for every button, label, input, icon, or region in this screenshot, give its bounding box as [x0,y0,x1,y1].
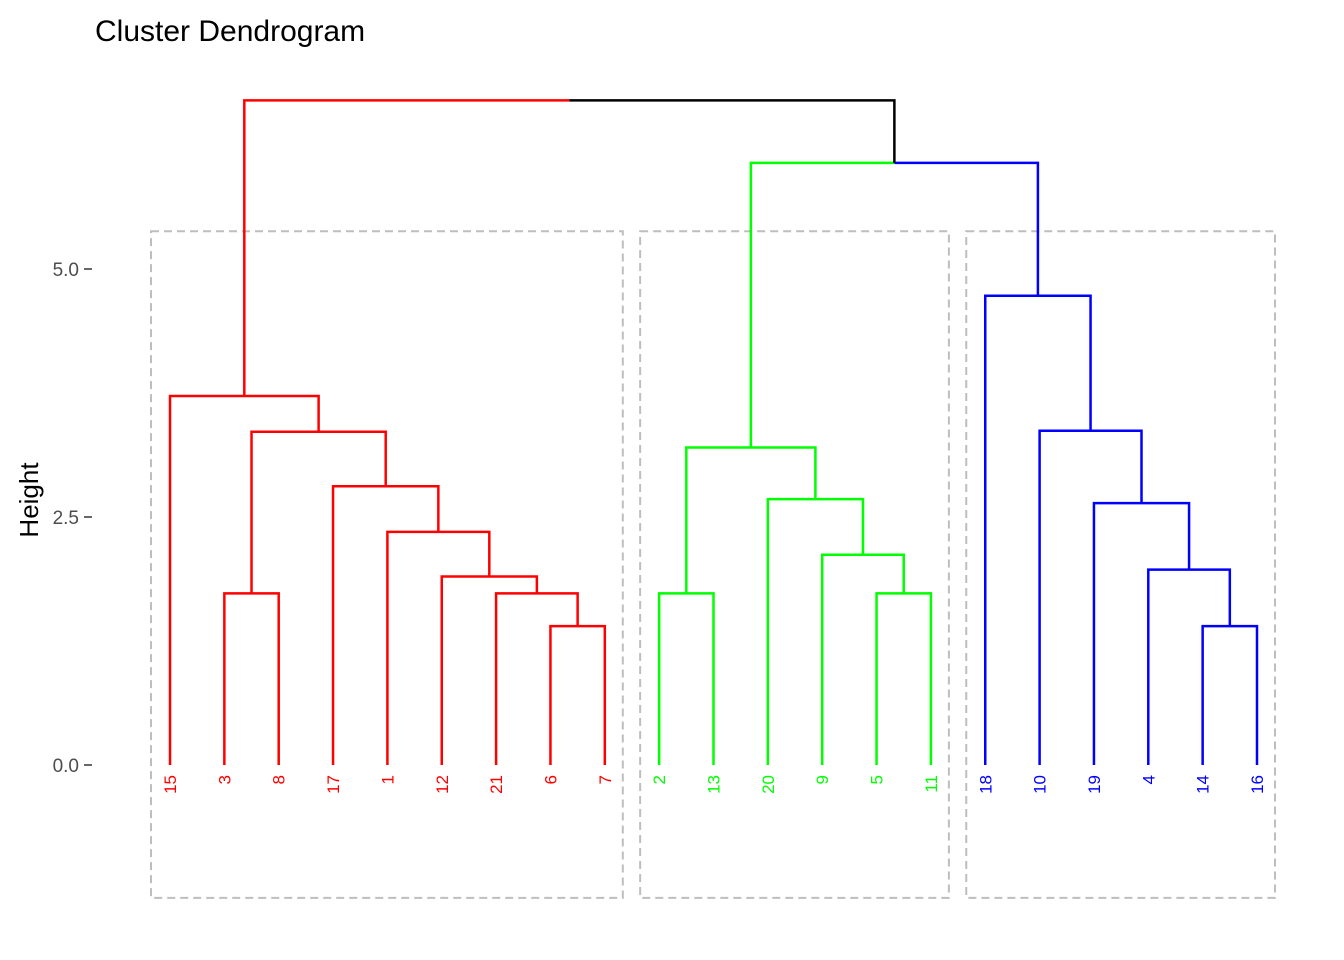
dendrogram-link-m7 [250,430,387,594]
dendrogram-links [168,99,1259,765]
y-tick-label: 5.0 [53,260,79,281]
leaf-label: 13 [705,775,724,794]
dendrogram-link-m5 [331,484,440,765]
chart-title: Cluster Dendrogram [95,15,365,48]
y-tick-label: 0.0 [53,756,79,777]
y-axis: 0.0 2.5 5.0 [53,260,92,777]
cluster-boxes [150,230,1276,899]
leaf-label: 10 [1031,775,1050,794]
y-axis-label: Height [14,462,44,538]
leaf-labels: 15 3 8 17 1 12 21 6 7 2 13 20 9 5 11 18 10 19 4 14 16 [161,775,1267,794]
leaf-label: 3 [215,775,234,784]
leaf-label: 15 [161,775,180,794]
dendrogram-link-m8 [168,394,320,765]
cluster-box-1 [150,230,624,899]
leaf-label: 7 [596,775,615,784]
leaf-label: 19 [1085,775,1104,794]
leaf-label: 21 [487,775,506,794]
cluster-box-2 [639,230,950,899]
leaf-label: 5 [868,775,887,784]
dendrogram-link-m18 [984,294,1092,765]
leaf-label: 4 [1139,775,1158,784]
dendrogram-link-m1 [549,624,607,765]
dendrogram-link-m15 [1147,568,1232,765]
dendrogram-link-m16 [1092,501,1191,765]
leaf-label: 20 [759,775,778,794]
dendrogram-link-m20-left [243,99,570,396]
leaf-label: 11 [922,775,941,793]
dendrogram-link-m6 [223,592,280,765]
leaf-label: 14 [1194,775,1213,794]
dendrogram-link-m14 [1201,624,1259,765]
leaf-label: 8 [270,775,289,784]
dendrogram-link-m10 [820,553,905,765]
dendrogram-link-m19-right [894,161,1040,296]
leaf-label: 17 [324,775,343,794]
dendrogram-link-m12 [657,592,715,765]
dendrogram-link-m2 [494,592,579,765]
dendrogram-link-m13 [685,446,817,594]
y-tick-label: 2.5 [53,508,79,529]
dendrogram-link-m4 [386,530,491,765]
dendrogram-link-m20-right [569,99,896,163]
leaf-label: 2 [650,775,669,784]
leaf-label: 6 [541,775,560,784]
dendrogram-link-m9 [875,592,933,765]
dendrogram-link-m17 [1038,429,1143,765]
leaf-label: 12 [433,775,452,794]
dendrogram-link-m19-left [749,161,895,448]
leaf-label: 9 [813,775,832,784]
dendrogram-link-m11 [766,497,865,765]
dendrogram-link-m3 [440,575,539,765]
cluster-box-3 [965,230,1276,899]
leaf-label: 18 [976,775,995,794]
leaf-label: 1 [378,775,397,784]
leaf-label: 16 [1248,775,1267,794]
